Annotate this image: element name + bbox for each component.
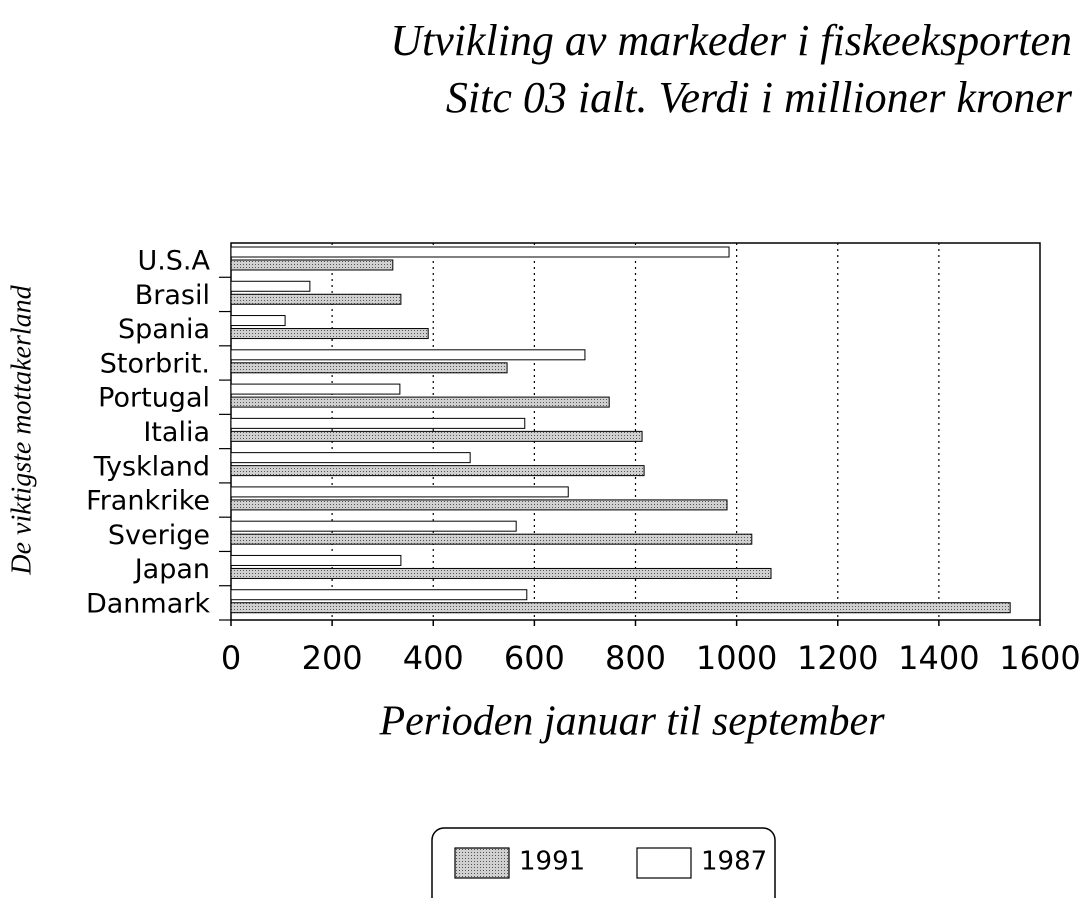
bar — [230, 362, 508, 374]
y-tick-label: Italia — [143, 417, 210, 448]
legend-box — [431, 827, 776, 898]
x-tick-label: 1000 — [696, 639, 777, 677]
y-tick-label: Spania — [118, 314, 210, 345]
bar — [230, 315, 286, 327]
y-tick-label: Japan — [133, 554, 210, 585]
legend-label: 1991 — [519, 847, 585, 877]
legend-swatch — [636, 847, 692, 879]
bar — [230, 602, 1011, 614]
x-axis-label: Perioden januar til september — [378, 699, 885, 745]
y-tick-label: Tyskland — [93, 451, 210, 482]
chart-subtitle: Sitc 03 ialt. Verdi i millioner kroner — [446, 73, 1073, 122]
y-tick-label: Portugal — [98, 383, 210, 414]
bar — [230, 293, 402, 305]
bar — [230, 520, 517, 532]
x-tick-label: 800 — [605, 639, 666, 677]
y-tick-label: Brasil — [135, 280, 210, 311]
bar — [230, 486, 569, 498]
bar — [230, 452, 471, 464]
bar — [230, 533, 753, 545]
x-tick-label: 1600 — [999, 639, 1080, 677]
chart-title: Utvikling av markeder i fiskeeksporten — [390, 16, 1072, 65]
bar — [230, 383, 401, 395]
y-tick-label: Frankrike — [86, 486, 210, 517]
bar — [230, 417, 526, 429]
bar — [230, 589, 528, 601]
legend-label: 1987 — [701, 847, 767, 877]
x-tick-label: 600 — [504, 639, 565, 677]
bar — [230, 396, 610, 408]
bar — [230, 465, 645, 477]
bar — [230, 280, 311, 292]
y-axis-label: De viktigste mottakerland — [6, 284, 37, 575]
x-tick-label: 1400 — [898, 639, 979, 677]
y-tick-label: Storbrit. — [100, 348, 210, 379]
x-tick-label: 0 — [221, 639, 241, 677]
bar — [230, 328, 429, 340]
bar — [230, 259, 394, 271]
x-tick-label: 200 — [302, 639, 363, 677]
y-tick-label: Sverige — [108, 520, 210, 551]
bar — [230, 567, 772, 579]
x-tick-label: 400 — [403, 639, 464, 677]
bar — [230, 430, 643, 442]
bar — [230, 499, 728, 511]
bar — [230, 246, 730, 258]
legend-swatch — [454, 847, 510, 879]
y-tick-label: Danmark — [86, 588, 210, 619]
bar — [230, 349, 586, 361]
bar — [230, 554, 402, 566]
y-tick-label: U.S.A — [137, 246, 210, 277]
x-tick-label: 1200 — [797, 639, 878, 677]
